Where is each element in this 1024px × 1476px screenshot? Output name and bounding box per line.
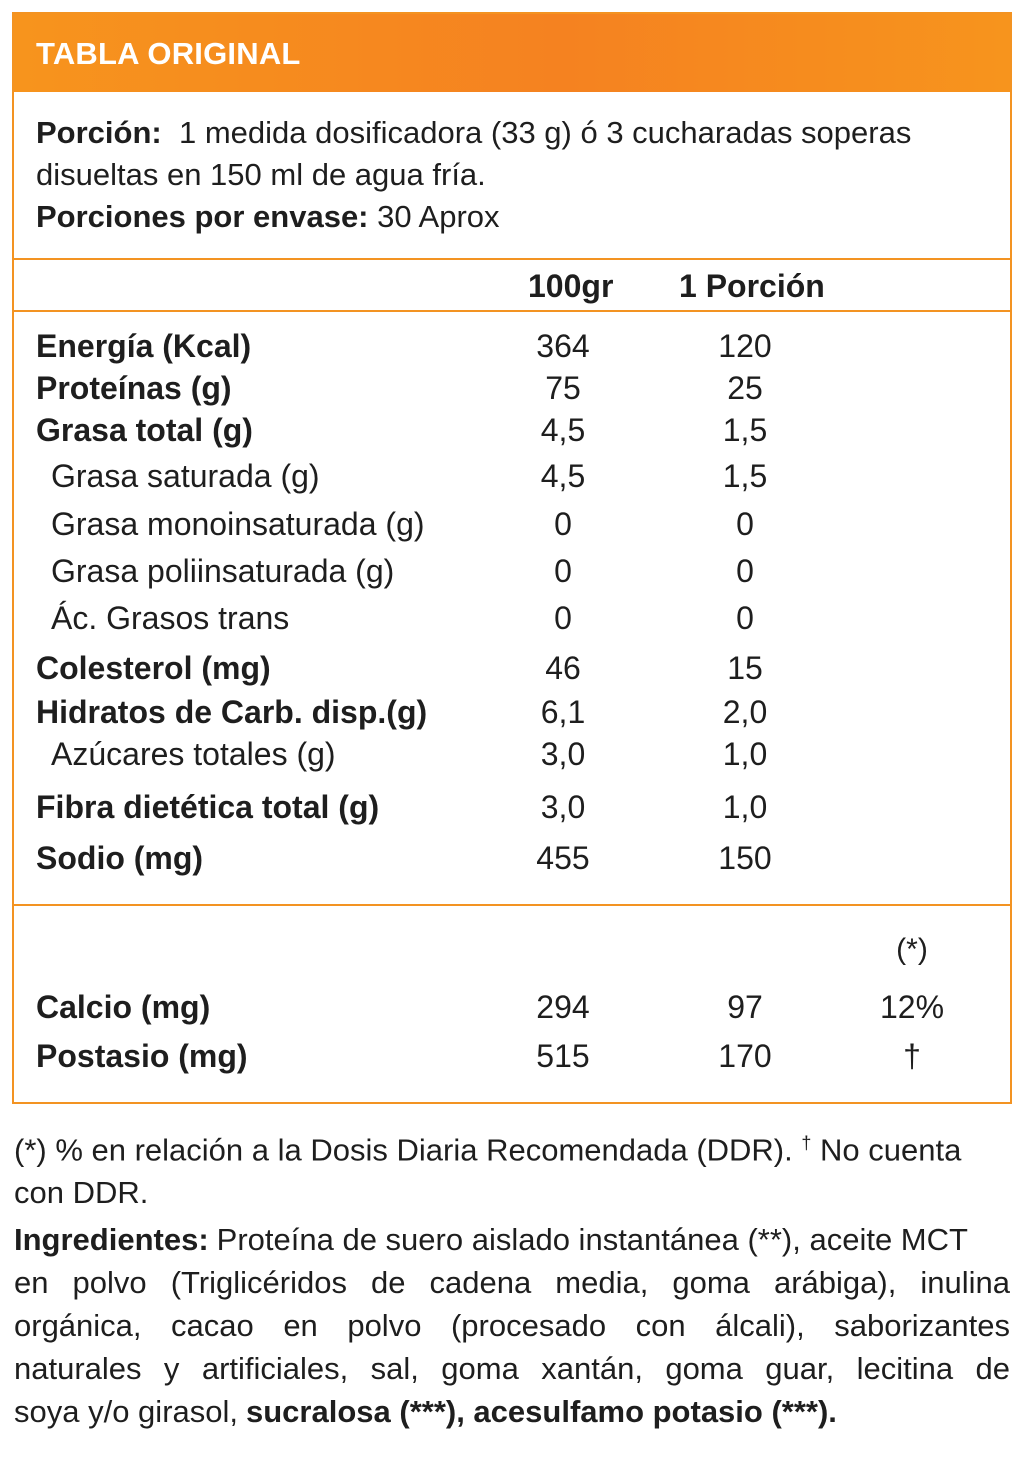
value-100g: 0 — [554, 600, 572, 636]
column-header-portion: 1 Porción — [679, 268, 825, 304]
nutrient-row: Hidratos de Carb. disp.(g) 6,1 2,0 — [14, 692, 1010, 732]
value-100g: 364 — [536, 328, 590, 364]
ingredients-text: orgánica, cacao en polvo (procesado con … — [14, 1308, 1010, 1343]
footnote: (*) % en relación a la Dosis Diaria Reco… — [14, 1122, 1014, 1214]
value-ddr-percent: 12% — [879, 989, 945, 1025]
value-100g: 4,5 — [540, 412, 586, 448]
nutrient-row: Grasa total (g) 4,5 1,5 — [14, 410, 1010, 450]
ingredients-text: en polvo (Triglicéridos de cadena media,… — [14, 1265, 1010, 1300]
value-portion: 170 — [718, 1038, 772, 1074]
mineral-label: Postasio (mg) — [36, 1038, 248, 1074]
nutrient-row: Grasa poliinsaturada (g) 0 0 — [14, 551, 1010, 591]
value-portion: 1,5 — [722, 458, 768, 494]
mineral-row: Calcio (mg) 294 97 12% — [14, 987, 1010, 1027]
nutrient-label: Azúcares totales (g) — [51, 736, 336, 772]
divider — [14, 258, 1010, 260]
value-portion: 1,0 — [722, 789, 768, 825]
nutrient-row: Colesterol (mg) 46 15 — [14, 648, 1010, 688]
value-portion: 2,0 — [722, 694, 768, 730]
value-portion: 120 — [718, 328, 772, 364]
value-portion: 25 — [727, 370, 763, 406]
value-portion: 1,5 — [722, 412, 768, 448]
value-portion: 0 — [736, 600, 754, 636]
ingredients-label: Ingredientes: — [14, 1222, 209, 1257]
value-portion: 97 — [727, 989, 763, 1025]
nutrient-label: Colesterol (mg) — [36, 650, 271, 686]
portion-text-cont: disueltas en 150 ml de agua fría. — [36, 157, 486, 192]
nutrient-label: Grasa poliinsaturada (g) — [51, 553, 395, 589]
divider — [14, 904, 1010, 906]
nutrient-row: Fibra dietética total (g) 3,0 1,0 — [14, 787, 1010, 827]
value-100g: 455 — [536, 840, 590, 876]
portions-per-container-label: Porciones por envase: — [36, 199, 369, 234]
ingredients: Ingredientes: Proteína de suero aislado i… — [14, 1218, 1012, 1433]
ingredients-text: naturales y artificiales, sal, goma xant… — [14, 1351, 1010, 1386]
nutrition-table: TABLA ORIGINAL Porción: 1 medida dosific… — [12, 12, 1012, 1104]
nutrient-label: Fibra dietética total (g) — [36, 789, 380, 825]
divider — [14, 310, 1010, 312]
nutrient-row: Proteínas (g) 75 25 — [14, 368, 1010, 408]
footnote-text: (*) % en relación a la Dosis Diaria Reco… — [14, 1132, 793, 1168]
sweeteners-text: sucralosa (***), acesulfamo potasio (***… — [246, 1394, 837, 1429]
nutrient-row: Energía (Kcal) 364 120 — [14, 326, 1010, 366]
serving-info: Porción: 1 medida dosificadora (33 g) ó … — [36, 112, 996, 238]
ingredients-text: soya y/o girasol, — [14, 1394, 238, 1429]
nutrient-row: Grasa saturada (g) 4,5 1,5 — [14, 456, 1010, 496]
value-100g: 294 — [536, 989, 590, 1025]
value-100g: 4,5 — [540, 458, 586, 494]
value-100g: 515 — [536, 1038, 590, 1074]
value-portion: 1,0 — [722, 736, 768, 772]
dagger-mark: † — [801, 1133, 812, 1153]
portion-label: Porción: — [36, 115, 162, 150]
value-ddr-percent: † — [903, 1038, 921, 1074]
value-portion: 150 — [718, 840, 772, 876]
value-100g: 3,0 — [540, 789, 586, 825]
table-title: TABLA ORIGINAL — [36, 36, 301, 71]
footnote-text-end: No cuenta — [820, 1132, 962, 1168]
value-100g: 0 — [554, 506, 572, 542]
nutrient-row: Sodio (mg) 455 150 — [14, 838, 1010, 878]
value-portion: 15 — [727, 650, 763, 686]
nutrient-label: Hidratos de Carb. disp.(g) — [36, 694, 428, 730]
nutrient-label: Energía (Kcal) — [36, 328, 252, 364]
nutrient-label: Grasa saturada (g) — [51, 458, 320, 494]
ddr-percent-header: (*) — [896, 933, 928, 966]
value-100g: 3,0 — [540, 736, 586, 772]
value-100g: 6,1 — [540, 694, 586, 730]
portions-per-container-value: 30 Aprox — [377, 199, 500, 234]
mineral-row: Postasio (mg) 515 170 † — [14, 1036, 1010, 1076]
nutrient-label: Sodio (mg) — [36, 840, 204, 876]
table-header: TABLA ORIGINAL — [14, 14, 1010, 92]
value-100g: 46 — [545, 650, 581, 686]
nutrient-label: Proteínas (g) — [36, 370, 232, 406]
portion-text: 1 medida dosificadora (33 g) ó 3 cuchara… — [178, 115, 912, 150]
value-portion: 0 — [736, 506, 754, 542]
value-100g: 0 — [554, 553, 572, 589]
nutrient-row: Azúcares totales (g) 3,0 1,0 — [14, 734, 1010, 774]
column-header-100g: 100gr — [528, 268, 614, 304]
nutrient-label: Grasa total (g) — [36, 412, 253, 448]
value-portion: 0 — [736, 553, 754, 589]
ingredients-text: Proteína de suero aislado instantánea (*… — [216, 1222, 968, 1257]
nutrient-row: Grasa monoinsaturada (g) 0 0 — [14, 504, 1010, 544]
nutrient-label: Ác. Grasos trans — [51, 600, 290, 636]
mineral-label: Calcio (mg) — [36, 989, 211, 1025]
footnote-text-cont: con DDR. — [14, 1175, 149, 1211]
value-100g: 75 — [545, 370, 581, 406]
nutrient-label: Grasa monoinsaturada (g) — [51, 506, 425, 542]
nutrient-row: Ác. Grasos trans 0 0 — [14, 598, 1010, 638]
